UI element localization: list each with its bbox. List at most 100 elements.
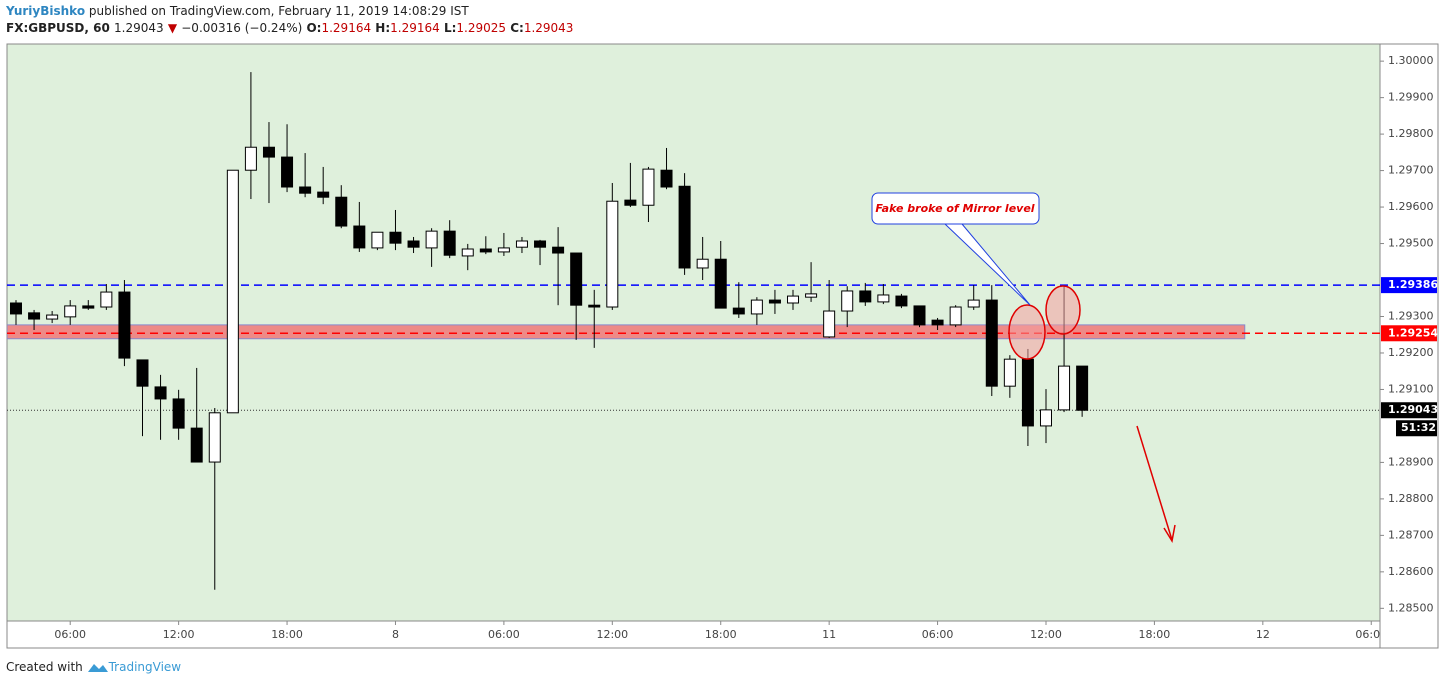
candle-body [100, 291, 113, 308]
candle-body [10, 302, 22, 315]
x-tick-label: 06:00 [54, 628, 86, 641]
c: 1.29043 [523, 21, 574, 35]
candle-body [154, 386, 167, 400]
arrow: ▼ [167, 21, 178, 35]
candle-body [1058, 365, 1071, 411]
candle-body [787, 295, 800, 304]
candle-body [552, 246, 565, 254]
candle-body [895, 295, 908, 307]
symbol: FX:GBPUSD, 60 [6, 21, 110, 35]
highlight [1045, 285, 1081, 335]
y-tick-label: 1.29800 [1388, 127, 1434, 140]
candle-body [714, 258, 727, 309]
frame [6, 43, 1439, 649]
y-tick-label: 1.28600 [1388, 565, 1434, 578]
x-tick-label: 8 [392, 628, 399, 641]
x-tick-label: 18:00 [1139, 628, 1171, 641]
price-label: 1.29254 [1388, 326, 1438, 339]
candle-body [841, 290, 854, 312]
o-label: O: [306, 21, 322, 35]
candle-body [443, 230, 456, 256]
x-tick-label: 06:00 [922, 628, 954, 641]
callout-pointer [944, 223, 1031, 306]
x-tick-label: 12:00 [163, 628, 195, 641]
candle-body [660, 169, 673, 188]
candle-body [28, 312, 41, 320]
brand: TradingView [108, 660, 182, 674]
h-label: H: [375, 21, 391, 35]
candle-body [515, 240, 528, 248]
highlight [1008, 304, 1046, 360]
y-tick-label: 1.29900 [1388, 91, 1434, 104]
y-tick-label: 1.28700 [1388, 528, 1434, 541]
footer: Created with TradingView [6, 659, 181, 674]
candle-body [281, 156, 294, 188]
candle-body [823, 310, 836, 338]
candle-body [244, 146, 257, 171]
c-label: C: [510, 21, 524, 35]
candle-body [82, 305, 95, 309]
candle-body [949, 306, 962, 326]
y-tick-label: 1.29500 [1388, 237, 1434, 250]
x-tick-label: 12:00 [1030, 628, 1062, 641]
x-tick-label: 06:00 [488, 628, 520, 641]
candle-body [750, 299, 763, 315]
candle-body [877, 294, 890, 303]
candle-body [570, 252, 583, 306]
y-tick-label: 1.28800 [1388, 492, 1434, 505]
x-tick-label: 06:00 [1355, 628, 1387, 641]
change: −0.00316 (−0.24%) [181, 21, 303, 35]
price-label: 1.29386 [1388, 278, 1438, 291]
candle-body [805, 293, 818, 298]
candle-body [136, 359, 149, 387]
candle-body [262, 146, 275, 158]
author: YuriyBishko [6, 4, 86, 18]
candle-body [642, 168, 655, 206]
header-line: YuriyBishko published on TradingView.com… [6, 4, 469, 18]
candle-body [1076, 365, 1089, 411]
candle-body [606, 200, 619, 308]
candle-body [931, 319, 944, 326]
countdown-box [1396, 420, 1437, 437]
created: Created with [6, 660, 83, 674]
candle-body [859, 290, 872, 303]
candle-body [1003, 358, 1016, 387]
candle-body [985, 299, 998, 387]
h: 1.29164 [390, 21, 440, 35]
plot-area [7, 44, 1380, 621]
candle-body [172, 398, 185, 429]
symbol-line: FX:GBPUSD, 60 1.29043 ▼ −0.00316 (−0.24%… [6, 21, 573, 35]
l: 1.29025 [456, 21, 507, 35]
candle-body [913, 305, 926, 326]
y-tick-label: 1.29200 [1388, 346, 1434, 359]
x-tick-label: 12:00 [596, 628, 628, 641]
x-tick-label: 18:00 [271, 628, 303, 641]
candle-body [678, 185, 691, 269]
candle-body [967, 299, 980, 308]
candle-body [425, 230, 438, 249]
last-price-label: 1.29043 [1388, 403, 1438, 416]
zone [7, 324, 1246, 340]
x-tick-label: 11 [822, 628, 836, 641]
candle-body [226, 169, 239, 414]
candle-body [497, 247, 510, 253]
arrow-shaft [1136, 425, 1173, 541]
candle-body [768, 299, 781, 304]
candle-body [335, 196, 348, 227]
candle-body [534, 240, 547, 248]
candle-body [64, 305, 77, 318]
last: 1.29043 [114, 21, 164, 35]
y-tick-label: 1.29100 [1388, 382, 1434, 395]
candle-body [389, 231, 402, 244]
y-tick-label: 1.29700 [1388, 164, 1434, 177]
candle-body [371, 231, 384, 249]
x-tick-label: 12 [1256, 628, 1270, 641]
x-tick-label: 18:00 [705, 628, 737, 641]
last-price-box [1381, 402, 1437, 419]
candle-body [190, 427, 203, 463]
countdown: 51:32 [1401, 421, 1436, 434]
y-tick-label: 1.28900 [1388, 455, 1434, 468]
candle-body [317, 191, 330, 198]
